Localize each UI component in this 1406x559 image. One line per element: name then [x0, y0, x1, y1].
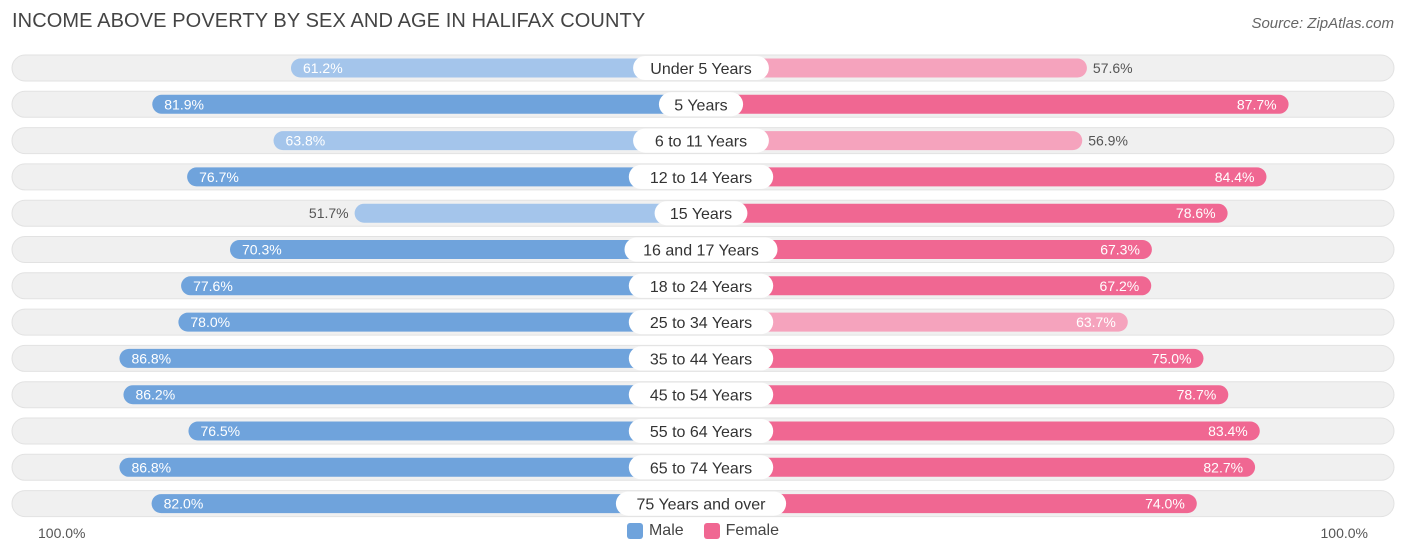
bar-male: [229, 240, 702, 259]
value-label-male: 51.7%: [309, 205, 349, 221]
category-pill: [628, 310, 774, 335]
bar-female: [701, 203, 1228, 223]
bar-male: [187, 167, 702, 187]
axis-right-label: 100.0%: [1320, 525, 1368, 541]
value-label-male: 86.8%: [131, 350, 171, 366]
diverging-bar-chart: 61.2% 57.6% Under 5 Years 81.9% 87.7% 5 Years…: [11, 54, 1395, 518]
bar-female: [701, 58, 1087, 78]
category-label: 25 to 34 Years: [650, 315, 752, 332]
category-label: 75 Years and over: [637, 497, 767, 514]
bar-male: [119, 457, 701, 477]
category-label: 45 to 54 Years: [650, 388, 752, 405]
value-label-female: 87.7%: [1237, 96, 1277, 112]
category-label: 12 to 14 Years: [650, 170, 752, 187]
category-pill: [624, 237, 778, 262]
bar-female: [701, 348, 1204, 368]
category-label: 16 and 17 Years: [643, 243, 759, 260]
value-label-female: 67.2%: [1100, 278, 1140, 294]
category-pill: [628, 382, 774, 407]
legend-item-male: Male: [626, 522, 684, 540]
value-label-female: 84.4%: [1215, 169, 1255, 185]
bar-male: [273, 131, 701, 151]
chart-title: INCOME ABOVE POVERTY BY SEX AND AGE IN H…: [12, 10, 646, 32]
bar-male: [354, 203, 701, 223]
value-label-female: 82.7%: [1203, 459, 1243, 475]
value-label-female: 75.0%: [1152, 350, 1192, 366]
bar-female: [701, 312, 1128, 332]
category-pill: [654, 201, 748, 226]
category-label: 18 to 24 Years: [650, 279, 752, 296]
bar-male: [181, 276, 701, 296]
value-label-male: 61.2%: [303, 60, 343, 76]
value-label-female: 74.0%: [1145, 496, 1185, 512]
bar-male: [123, 385, 701, 405]
bar-female: [701, 421, 1260, 441]
bar-female: [701, 494, 1197, 514]
bar-female: [701, 385, 1229, 405]
value-label-male: 76.7%: [199, 169, 239, 185]
value-label-male: 86.8%: [131, 459, 171, 475]
value-label-female: 83.4%: [1208, 423, 1248, 439]
value-label-male: 78.0%: [190, 314, 230, 330]
category-label: 6 to 11 Years: [655, 134, 747, 151]
value-label-male: 63.8%: [286, 133, 326, 149]
bar-female: [701, 457, 1256, 477]
value-label-female: 56.9%: [1088, 133, 1128, 149]
axis-left-label: 100.0%: [38, 525, 86, 541]
legend-label-female: Female: [725, 522, 780, 539]
category-pill: [628, 419, 774, 443]
category-pill: [628, 346, 774, 371]
category-label: 55 to 64 Years: [650, 424, 752, 441]
category-pill: [628, 455, 774, 480]
value-label-male: 76.5%: [200, 423, 240, 439]
legend-swatch-male: [626, 523, 643, 539]
value-label-female: 78.7%: [1177, 387, 1217, 403]
bar-female: [701, 167, 1267, 187]
legend-item-female: Female: [703, 522, 780, 540]
category-pill: [628, 164, 774, 189]
category-label: 15 Years: [670, 206, 732, 223]
category-pill: [633, 128, 769, 153]
legend: Male Female: [0, 522, 1406, 540]
bar-male: [151, 494, 702, 514]
bar-female: [701, 240, 1152, 259]
category-pill: [658, 92, 744, 117]
category-label: 65 to 74 Years: [650, 460, 752, 477]
bar-male: [152, 94, 701, 114]
category-pill: [615, 491, 787, 516]
value-label-male: 82.0%: [164, 496, 204, 512]
category-label: Under 5 Years: [650, 61, 751, 78]
category-pill: [633, 56, 769, 80]
value-label-female: 78.6%: [1176, 205, 1216, 221]
bar-male: [188, 421, 701, 441]
source-note: Source: ZipAtlas.com: [1251, 15, 1394, 32]
category-label: 35 to 44 Years: [650, 351, 752, 368]
bar-male: [290, 58, 701, 78]
bar-female: [701, 94, 1289, 114]
value-label-male: 70.3%: [242, 242, 282, 258]
bar-male: [119, 348, 701, 368]
legend-swatch-female: [703, 523, 720, 539]
category-pill: [628, 273, 774, 298]
value-label-female: 67.3%: [1100, 242, 1140, 258]
legend-label-male: Male: [648, 522, 684, 539]
value-label-male: 77.6%: [193, 278, 233, 294]
bar-female: [701, 131, 1083, 151]
bar-female: [701, 276, 1152, 296]
category-label: 5 Years: [674, 97, 727, 114]
value-label-male: 81.9%: [164, 96, 204, 112]
value-label-female: 57.6%: [1093, 60, 1133, 76]
value-label-male: 86.2%: [135, 387, 175, 403]
bar-male: [178, 312, 701, 332]
value-label-female: 63.7%: [1076, 314, 1116, 330]
